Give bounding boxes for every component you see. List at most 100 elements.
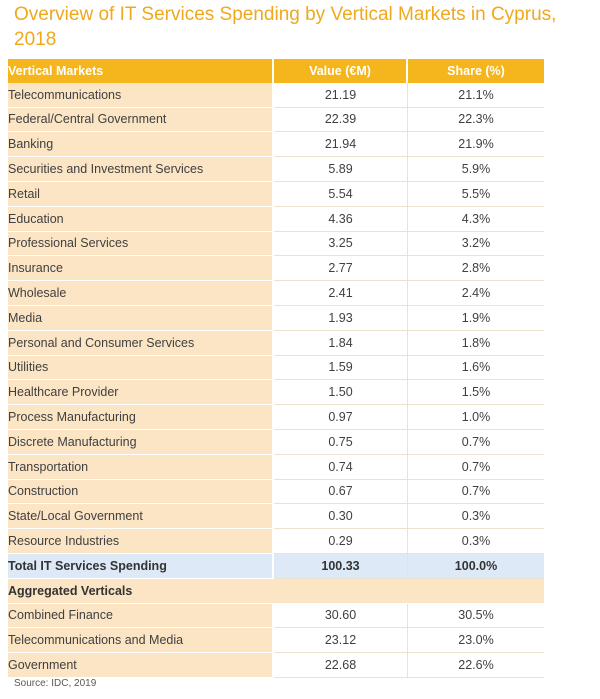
table-row: Retail 5.54 5.5% [8,181,544,207]
share-cell: 23.0% [408,628,544,654]
share-cell: 5.9% [408,157,544,182]
value-cell: 0.97 [274,405,408,430]
vertical-cell: Retail [8,181,274,207]
value-cell: 0.29 [274,529,408,554]
share-cell: 0.7% [408,429,544,455]
value-cell: 1.84 [274,330,408,356]
vertical-cell: Resource Industries [8,529,274,554]
vertical-cell: Professional Services [8,231,274,257]
aggregated-heading: Aggregated Verticals [8,578,544,604]
value-cell: 23.12 [274,628,408,654]
vertical-cell: Construction [8,479,274,505]
value-cell: 2.41 [274,281,408,306]
value-cell: 5.89 [274,157,408,182]
vertical-cell: Banking [8,132,274,158]
aggregated-row: Telecommunications and Media 23.12 23.0% [8,628,544,654]
vertical-cell: Telecommunications [8,82,274,108]
share-cell: 5.5% [408,181,544,207]
table-row: Securities and Investment Services 5.89 5.… [8,157,544,182]
value-cell: 2.77 [274,256,408,282]
value-cell: 0.67 [274,479,408,505]
vertical-cell: Government [8,653,274,678]
vertical-cell: Media [8,305,274,331]
value-cell: 21.19 [274,82,408,108]
table-row: Discrete Manufacturing 0.75 0.7% [8,429,544,455]
value-cell: 4.36 [274,206,408,232]
column-header-vertical-markets: Vertical Markets [8,59,274,83]
page-title: Overview of IT Services Spending by Vert… [14,4,557,50]
value-cell: 30.60 [274,603,408,629]
aggregated-row: Combined Finance 30.60 30.5% [8,603,544,629]
table-row: Resource Industries 0.29 0.3% [8,529,544,554]
share-cell: 0.3% [408,529,544,554]
share-cell: 30.5% [408,603,544,629]
vertical-cell: Total IT Services Spending [8,553,274,579]
vertical-cell: Transportation [8,454,274,480]
table-row: Transportation 0.74 0.7% [8,454,544,480]
value-cell: 1.50 [274,380,408,406]
table-header-row: Vertical Markets Value (€M) Share (%) [8,59,544,83]
value-cell: 22.68 [274,653,408,678]
column-header-value: Value (€M) [274,59,408,83]
share-cell: 21.1% [408,82,544,108]
table-row: State/Local Government 0.30 0.3% [8,504,544,530]
value-cell: 21.94 [274,132,408,158]
vertical-cell: Personal and Consumer Services [8,330,274,356]
share-cell: 1.5% [408,380,544,406]
source-note: Source: IDC, 2019 [14,678,97,689]
vertical-cell: Process Manufacturing [8,405,274,430]
share-cell: 100.0% [408,553,544,579]
vertical-cell: Securities and Investment Services [8,157,274,182]
table-row: Healthcare Provider 1.50 1.5% [8,380,544,406]
share-cell: 1.9% [408,305,544,331]
value-cell: 1.93 [274,305,408,331]
vertical-cell: Utilities [8,355,274,381]
spending-table: Vertical Markets Value (€M) Share (%) Te… [8,59,544,678]
table-row: Education 4.36 4.3% [8,206,544,232]
share-cell: 0.3% [408,504,544,530]
value-cell: 22.39 [274,107,408,133]
vertical-cell: Healthcare Provider [8,380,274,406]
table-row: Telecommunications 21.19 21.1% [8,82,544,108]
share-cell: 21.9% [408,132,544,158]
value-cell: 0.30 [274,504,408,530]
table-row: Construction 0.67 0.7% [8,479,544,505]
share-cell: 22.6% [408,653,544,678]
table-row: Insurance 2.77 2.8% [8,256,544,282]
vertical-cell: Education [8,206,274,232]
value-cell: 0.74 [274,454,408,480]
vertical-cell: Discrete Manufacturing [8,429,274,455]
vertical-cell: Telecommunications and Media [8,628,274,654]
value-cell: 1.59 [274,355,408,381]
share-cell: 3.2% [408,231,544,257]
share-cell: 1.8% [408,330,544,356]
vertical-cell: Wholesale [8,281,274,306]
table-body: Telecommunications 21.19 21.1% Federal/Cent… [8,82,544,678]
aggregated-row: Government 22.68 22.6% [8,653,544,678]
vertical-cell: Combined Finance [8,603,274,629]
value-cell: 0.75 [274,429,408,455]
aggregated-heading-row: Aggregated Verticals [8,578,544,604]
table-row: Banking 21.94 21.9% [8,132,544,158]
share-cell: 2.8% [408,256,544,282]
value-cell: 3.25 [274,231,408,257]
share-cell: 0.7% [408,454,544,480]
share-cell: 4.3% [408,206,544,232]
share-cell: 2.4% [408,281,544,306]
vertical-cell: State/Local Government [8,504,274,530]
table-row: Wholesale 2.41 2.4% [8,281,544,306]
column-header-share: Share (%) [408,59,544,83]
table-row: Media 1.93 1.9% [8,305,544,331]
value-cell: 100.33 [274,553,408,579]
table-row: Personal and Consumer Services 1.84 1.8% [8,330,544,356]
table-row: Utilities 1.59 1.6% [8,355,544,381]
vertical-cell: Insurance [8,256,274,282]
share-cell: 22.3% [408,107,544,133]
table-row: Process Manufacturing 0.97 1.0% [8,405,544,430]
table-row: Professional Services 3.25 3.2% [8,231,544,257]
share-cell: 1.6% [408,355,544,381]
vertical-cell: Federal/Central Government [8,107,274,133]
value-cell: 5.54 [274,181,408,207]
share-cell: 1.0% [408,405,544,430]
table-row: Federal/Central Government 22.39 22.3% [8,107,544,133]
